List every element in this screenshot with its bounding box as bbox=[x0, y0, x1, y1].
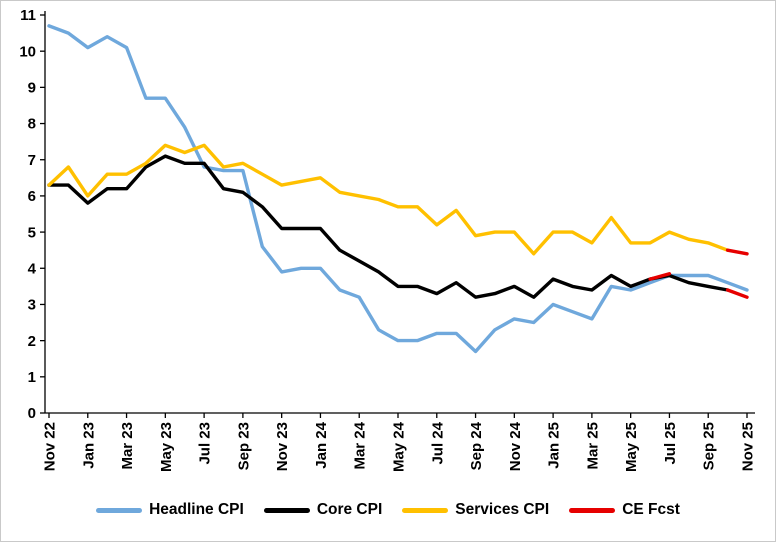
x-tick-label: Jan 25 bbox=[546, 422, 563, 469]
x-tick-label: Nov 24 bbox=[507, 421, 524, 471]
series-ce-fcst-0 bbox=[648, 272, 672, 281]
x-tick-label: Jan 23 bbox=[80, 422, 97, 469]
y-tick-label: 3 bbox=[28, 297, 36, 314]
y-tick-label: 6 bbox=[28, 188, 36, 205]
y-tick-label: 10 bbox=[19, 43, 36, 60]
legend-item-headline-cpi: Headline CPI bbox=[96, 501, 244, 519]
legend-swatch-headline-cpi bbox=[96, 507, 143, 513]
x-tick-label: May 23 bbox=[158, 422, 175, 472]
x-tick-label: Jul 25 bbox=[662, 422, 679, 465]
x-tick-label: Mar 23 bbox=[119, 422, 136, 470]
x-tick-label: Mar 24 bbox=[352, 421, 369, 469]
legend-swatch-core-cpi bbox=[263, 507, 310, 513]
y-tick-label: 7 bbox=[28, 152, 36, 169]
legend-item-services-cpi: Services CPI bbox=[402, 501, 549, 519]
x-tick-label: Sep 25 bbox=[701, 422, 718, 470]
y-tick-label: 1 bbox=[28, 369, 36, 386]
legend-label-ce-fcst: CE Fcst bbox=[622, 501, 680, 518]
legend-label-services-cpi: Services CPI bbox=[455, 501, 550, 518]
y-tick-label: 4 bbox=[28, 260, 37, 277]
legend-label-headline-cpi: Headline CPI bbox=[149, 501, 244, 518]
series-core-cpi bbox=[47, 154, 730, 299]
x-tick-label: Sep 23 bbox=[235, 422, 252, 470]
x-tick-label: Jul 24 bbox=[429, 421, 446, 464]
y-tick-label: 11 bbox=[20, 7, 36, 24]
legend-label-core-cpi: Core CPI bbox=[316, 501, 383, 518]
y-tick-label: 5 bbox=[28, 224, 36, 241]
y-tick-label: 0 bbox=[28, 405, 36, 422]
series-services-cpi bbox=[47, 143, 730, 256]
x-tick-label: Nov 25 bbox=[740, 422, 757, 471]
series-headline-cpi bbox=[47, 24, 749, 354]
x-tick-label: Sep 24 bbox=[468, 421, 485, 470]
legend-swatch-ce-fcst bbox=[569, 507, 616, 513]
x-tick-label: May 24 bbox=[391, 421, 408, 472]
series-ce-fcst-2 bbox=[725, 248, 749, 256]
legend-swatch-services-cpi bbox=[402, 507, 449, 513]
y-tick-label: 2 bbox=[28, 333, 36, 350]
x-tick-label: Nov 23 bbox=[274, 422, 291, 471]
chart-legend: Headline CPI Core CPI Services CPI CE Fc… bbox=[1, 501, 775, 519]
series-ce-fcst-1 bbox=[725, 288, 749, 299]
legend-item-ce-fcst: CE Fcst bbox=[569, 501, 680, 519]
legend-item-core-cpi: Core CPI bbox=[263, 501, 383, 519]
x-tick-label: Jul 23 bbox=[197, 422, 214, 465]
x-tick-label: Mar 25 bbox=[584, 422, 601, 470]
y-tick-label: 8 bbox=[28, 116, 36, 133]
cpi-line-chart: 0 1 2 3 4 5 6 7 8 9 10 11 Nov 22 Jan 23 Mar 23 May 23 Ju… bbox=[19, 7, 757, 472]
x-tick-label: Jan 24 bbox=[313, 421, 330, 468]
y-tick-label: 9 bbox=[28, 80, 36, 97]
x-tick-label: Nov 22 bbox=[42, 422, 59, 471]
x-tick-label: May 25 bbox=[623, 422, 640, 472]
